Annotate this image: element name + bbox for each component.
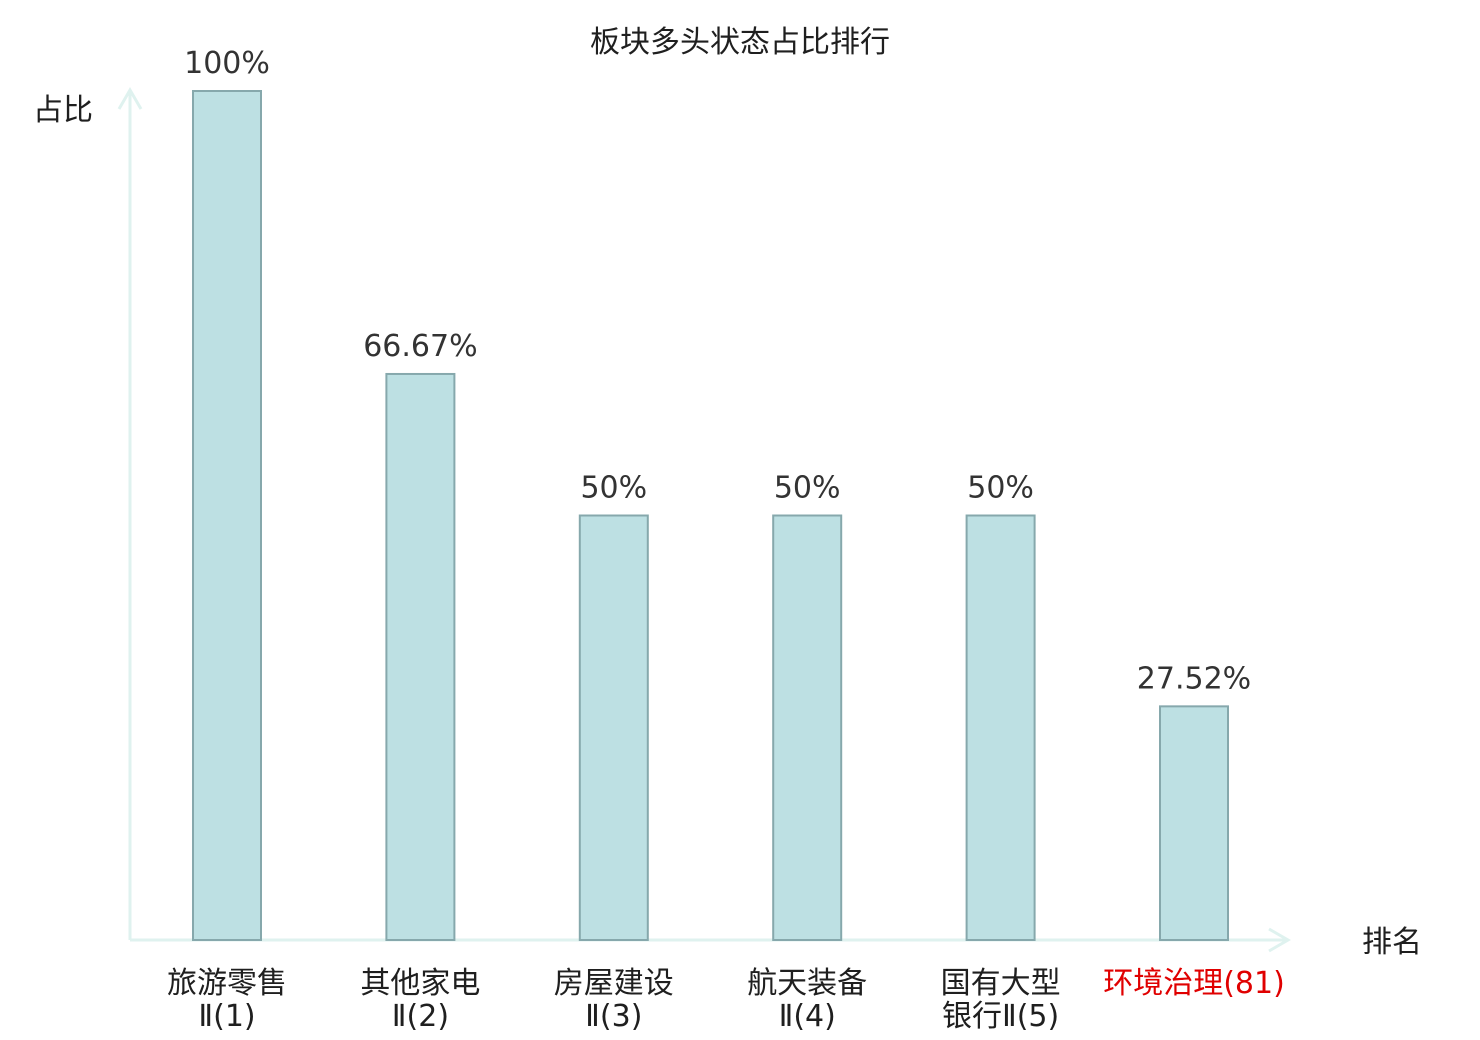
data-label-2: 66.67% bbox=[363, 329, 477, 364]
data-label-1: 100% bbox=[184, 46, 270, 81]
bar-3 bbox=[578, 514, 649, 941]
axes bbox=[117, 87, 1291, 953]
tick-label-4-line-2: Ⅱ(4) bbox=[779, 999, 836, 1034]
tick-label-4-line-1: 航天装备 bbox=[747, 966, 867, 1001]
x-axis-arrow bbox=[1268, 927, 1291, 953]
tick-label-3-line-1: 房屋建设 bbox=[554, 966, 674, 1001]
bar-5 bbox=[965, 514, 1036, 941]
tick-label-6-line-1: 环境治理(81) bbox=[1103, 966, 1285, 1001]
y-axis-arrow bbox=[117, 87, 143, 110]
tick-label-1-line-1: 旅游零售 bbox=[167, 966, 287, 1001]
bar-4 bbox=[772, 514, 843, 941]
value-labels-group: 100% 66.67% 50% 50% 50% 27.52% bbox=[184, 46, 1251, 696]
bar-2 bbox=[385, 372, 456, 942]
tick-label-3-line-2: Ⅱ(3) bbox=[585, 999, 642, 1034]
bar-1 bbox=[192, 90, 262, 941]
tick-label-5-line-1: 国有大型 bbox=[941, 966, 1061, 1001]
data-label-5: 50% bbox=[967, 471, 1034, 506]
data-label-3: 50% bbox=[580, 471, 647, 506]
chart-title: 板块多头状态占比排行 bbox=[590, 25, 890, 60]
bar-6 bbox=[1159, 705, 1229, 942]
data-label-4: 50% bbox=[774, 471, 841, 506]
tick-label-5-line-2: 银行Ⅱ(5) bbox=[942, 999, 1059, 1034]
x-axis-label: 排名 bbox=[1362, 925, 1422, 960]
bars-group bbox=[192, 90, 1229, 942]
y-axis-label: 占比 bbox=[33, 93, 93, 128]
tick-label-2-line-2: Ⅱ(2) bbox=[392, 999, 449, 1034]
tick-label-2-line-1: 其他家电 bbox=[360, 966, 480, 1001]
data-label-6: 27.52% bbox=[1137, 661, 1251, 696]
tick-label-1-line-2: Ⅱ(1) bbox=[198, 999, 255, 1034]
